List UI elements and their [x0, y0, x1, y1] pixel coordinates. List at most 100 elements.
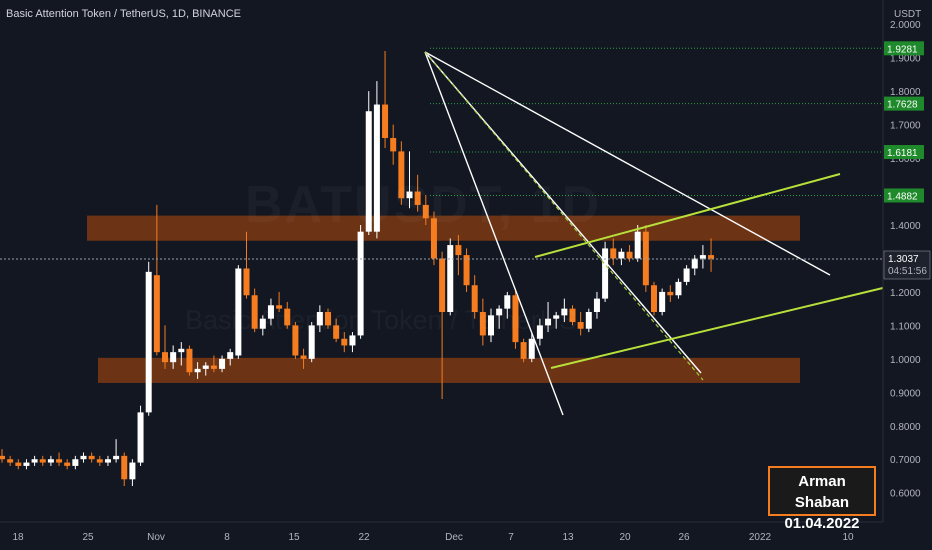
candle-body [512, 295, 519, 343]
current-price-value: 1.3037 [888, 254, 919, 265]
candle-body [80, 455, 87, 460]
candle-body [382, 104, 389, 139]
candle-body [667, 291, 674, 296]
candle-body [602, 248, 609, 299]
candle-body [202, 365, 209, 369]
bar-countdown: 04:51:56 [888, 266, 927, 277]
candle-body [593, 298, 600, 312]
author-signature: Arman Shaban 01.04.2022 [768, 466, 876, 532]
time-axis: 18 25 Nov 8 15 22 Dec 7 13 20 26 2022 10 [12, 532, 854, 543]
price-axis-unit: USDT [894, 9, 921, 20]
candle-body [683, 268, 690, 282]
time-tick-label: 20 [619, 532, 631, 543]
candle-body [439, 258, 446, 312]
channel-lower-line [550, 286, 888, 369]
price-tick-label: 1.7000 [890, 121, 921, 132]
fan-line [424, 51, 564, 416]
candle-body [479, 311, 486, 336]
candle-body [31, 459, 38, 463]
candle-body [64, 462, 71, 466]
time-axis-background[interactable] [0, 522, 932, 550]
price-tick-label: 0.8000 [890, 422, 921, 433]
candle-body [333, 325, 340, 339]
trend-drawings [424, 51, 888, 416]
candle-body [618, 251, 625, 259]
candle-body [194, 368, 201, 373]
candle-body [504, 295, 511, 309]
candle-body [276, 305, 283, 309]
candle-body [113, 455, 120, 460]
zone-resistance [87, 215, 800, 241]
candle-body [699, 255, 706, 259]
candle-body [561, 308, 568, 316]
time-tick-label: 18 [12, 532, 24, 543]
fib-price-text: 1.7628 [887, 100, 918, 111]
time-tick-label: 25 [82, 532, 94, 543]
candle-body [15, 462, 22, 466]
candle-body [7, 459, 14, 463]
candle-body [162, 352, 168, 363]
candle-body [553, 315, 560, 319]
candle-body [72, 459, 79, 466]
candle-body [398, 151, 405, 199]
price-tick-label: 1.6000 [890, 154, 921, 165]
time-tick-label: 2022 [749, 532, 772, 543]
channel-upper-line [534, 173, 841, 258]
candle-body [422, 204, 429, 219]
time-tick-label: 7 [508, 532, 514, 543]
candle-body [96, 459, 103, 463]
fib-price-text: 1.4882 [887, 191, 918, 202]
signature-date: 01.04.2022 [784, 515, 860, 532]
candle-body [56, 459, 63, 463]
fib-price-text: 1.6181 [887, 148, 918, 159]
candle-body [675, 281, 682, 296]
candle-body [219, 358, 226, 369]
candle-body [292, 325, 299, 356]
candle-body [610, 248, 617, 259]
candle-body [585, 311, 592, 329]
candle-body [471, 285, 478, 312]
candle-body [373, 104, 380, 232]
candle-body [651, 285, 657, 312]
symbol-title[interactable]: Basic Attention Token / TetherUS, 1D, BI… [6, 8, 241, 20]
candle-body [259, 318, 266, 329]
price-tick-label: 1.8000 [890, 87, 921, 98]
candle-body [536, 325, 543, 339]
candle-body [626, 251, 633, 259]
price-tick-label: 2.0000 [890, 20, 921, 31]
candle-body [267, 305, 274, 319]
candle-body [447, 245, 454, 312]
descending-trendline [424, 51, 831, 276]
candle-body [365, 111, 372, 232]
time-tick-label: 8 [224, 532, 230, 543]
candle-body [243, 268, 250, 296]
candle-body [455, 245, 462, 256]
candle-body [545, 318, 552, 326]
symbol-watermark-description: Basic Attention Token / TetherUS [185, 305, 577, 336]
time-tick-label: 10 [842, 532, 854, 543]
fib-price-label [884, 188, 924, 203]
fib-price-label [884, 145, 924, 160]
candle-body [47, 459, 54, 463]
candle-body [170, 352, 177, 363]
candle-body [463, 255, 470, 286]
candle-body [153, 275, 160, 353]
price-tick-label: 0.6000 [890, 489, 921, 500]
price-tick-label: 1.4000 [890, 221, 921, 232]
candle-body [210, 365, 217, 369]
candle-body [284, 308, 291, 326]
candle-body [642, 231, 649, 286]
time-tick-label: Dec [445, 532, 463, 543]
candle-body [227, 352, 234, 359]
candle-body [390, 138, 397, 152]
candle-body [308, 325, 315, 359]
candle-body [691, 258, 698, 269]
author-name: Arman Shaban [794, 473, 850, 511]
candle-body [414, 191, 421, 205]
price-tick-label: 1.1000 [890, 321, 921, 332]
candle-body [316, 311, 323, 326]
candle-body [349, 335, 356, 346]
zone-support [98, 357, 800, 383]
